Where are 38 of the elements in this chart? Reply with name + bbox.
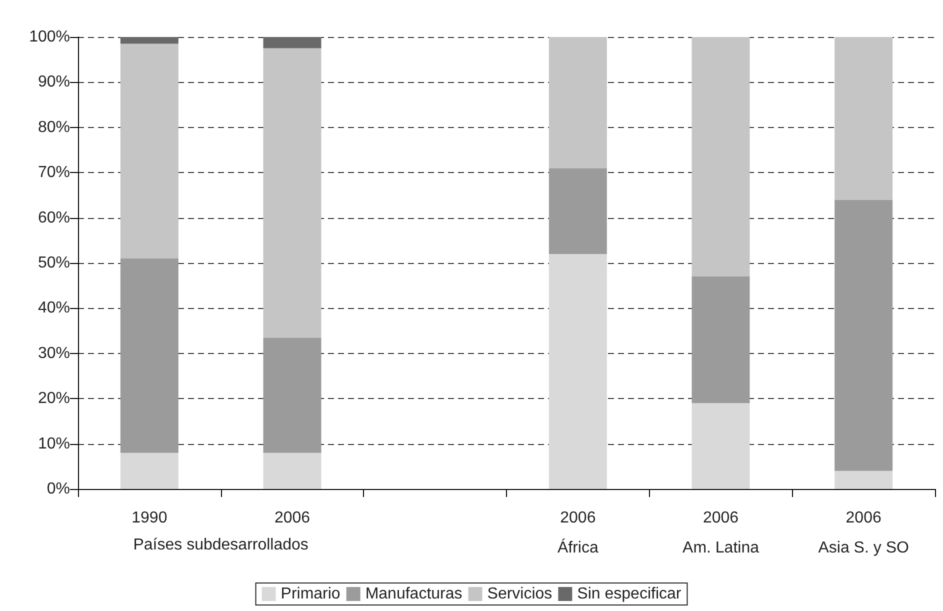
x-tick-label: 2006 África — [557, 510, 598, 556]
bar — [548, 168, 607, 254]
x-tick-label: 2006 Asia S. y SO — [818, 510, 909, 556]
y-tick-label: 20% — [38, 390, 70, 408]
bar — [263, 338, 322, 453]
y-tick-label: 0% — [46, 480, 70, 498]
legend-label: Primario — [280, 586, 340, 602]
y-tick-label: 80% — [38, 118, 70, 136]
bar — [548, 37, 607, 168]
bar — [120, 452, 178, 489]
bar — [834, 470, 893, 489]
bar — [692, 276, 750, 404]
y-tick-label: 30% — [38, 344, 70, 362]
bar — [120, 44, 178, 258]
x-tick-label: 2006 Am. Latina — [682, 510, 760, 556]
bar — [834, 200, 893, 471]
bar — [263, 452, 322, 489]
x-tick-label: 2006 — [274, 510, 310, 526]
y-tick-label: 90% — [38, 74, 70, 91]
y-tick-label: 50% — [38, 254, 70, 272]
bar — [692, 403, 750, 489]
legend-label: Sin especificar — [577, 586, 682, 602]
x-tick-label: 1990 — [132, 510, 168, 526]
legend-label: Manufacturas — [365, 586, 462, 602]
bar — [692, 37, 750, 277]
text: Países subdesarrollados — [133, 536, 308, 554]
y-tick-label: 10% — [38, 435, 70, 452]
bar — [263, 37, 322, 48]
legend-label: Servicios — [487, 586, 552, 602]
y-tick-label: 60% — [38, 209, 70, 226]
bar — [120, 37, 178, 44]
bar — [548, 254, 607, 489]
bar — [263, 48, 322, 338]
y-tick-label: 40% — [38, 300, 70, 317]
y-tick-label: 100% — [29, 28, 70, 46]
y-tick-label: 70% — [38, 164, 70, 182]
bar — [834, 37, 893, 200]
bar — [120, 258, 178, 453]
